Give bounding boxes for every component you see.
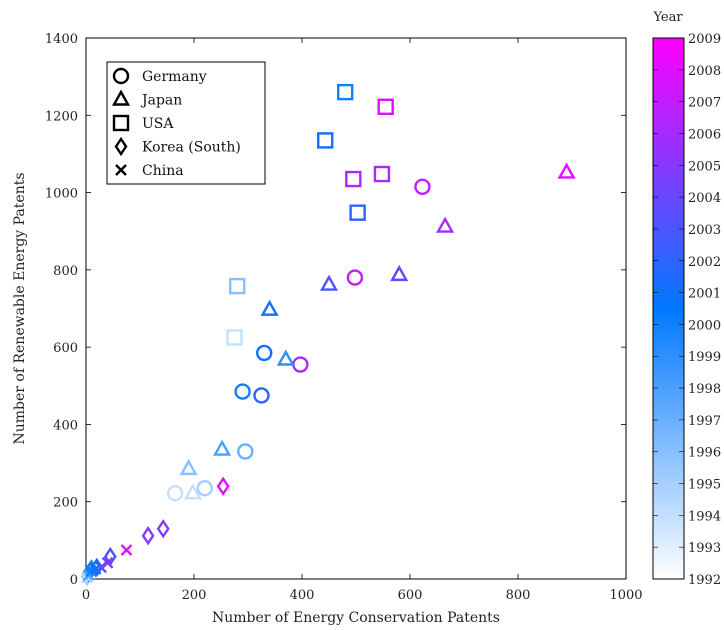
x-tick-label: 800: [506, 588, 531, 603]
colorbar-tick-label: 1993: [688, 541, 721, 556]
data-point: [349, 204, 366, 221]
data-point: [436, 216, 455, 233]
legend-label: Korea (South): [142, 140, 241, 156]
data-point: [228, 277, 246, 295]
y-axis-title: Number of Renewable Energy Patents: [12, 172, 28, 444]
y-tick-label: 800: [53, 264, 78, 279]
data-point: [101, 556, 114, 569]
colorbar-tick-label: 2006: [688, 127, 721, 142]
data-point: [319, 274, 339, 291]
legend-label: Germany: [142, 69, 207, 85]
data-point: [166, 485, 184, 502]
colorbar-title: Year: [652, 10, 683, 25]
colorbar-tick-label: 2004: [688, 191, 721, 206]
data-point: [216, 476, 230, 496]
data-point: [179, 458, 198, 476]
colorbar-tick-label: 1999: [688, 350, 721, 365]
colorbar-tick-label: 2007: [688, 96, 721, 111]
legend: Germany Japan USA Korea (South) China: [106, 61, 266, 185]
data-point: [346, 269, 364, 286]
x-tick-label: 0: [82, 588, 90, 603]
y-tick-label: 1000: [45, 187, 78, 202]
data-point: [253, 387, 270, 404]
legend-marker-circle: [112, 67, 130, 85]
data-point: [390, 264, 409, 282]
data-point: [377, 98, 394, 115]
legend-label: China: [142, 163, 184, 179]
colorbar-tick-label: 2005: [688, 159, 721, 174]
colorbar-tick-label: 1998: [688, 382, 721, 397]
plot-frame: [85, 37, 627, 580]
data-point: [276, 349, 295, 366]
legend-label: Japan: [140, 93, 182, 109]
data-point: [95, 561, 107, 574]
legend-marker-diamond: [114, 136, 128, 157]
colorbar: 1992 1993 1994 1995 1996 1997 1998 1999 2000 2001…: [652, 32, 721, 588]
data-point: [213, 439, 232, 456]
data-point: [414, 178, 431, 195]
colorbar-tick-label: 2000: [688, 318, 721, 333]
series-china: [81, 544, 133, 584]
data-point: [237, 443, 254, 460]
data-point: [292, 356, 309, 373]
y-tick-label: 1400: [45, 32, 78, 47]
data-point: [317, 132, 334, 149]
data-point: [183, 483, 202, 500]
legend-marker-x: [115, 164, 127, 176]
data-point: [373, 165, 391, 183]
colorbar-tick-label: 2002: [688, 255, 721, 270]
data-point: [345, 170, 362, 188]
y-tick-label: 1200: [45, 109, 78, 124]
data-point: [256, 344, 273, 362]
data-point: [120, 544, 133, 556]
y-tick-label: 200: [53, 496, 78, 511]
data-point: [156, 519, 170, 539]
data-point: [337, 83, 354, 101]
colorbar-tick-label: 1996: [688, 446, 721, 461]
x-tick-label: 600: [398, 588, 423, 603]
colorbar-tick-label: 2003: [688, 223, 721, 238]
data-point: [196, 479, 214, 497]
x-tick-label: 400: [290, 588, 315, 603]
data-point: [234, 383, 251, 400]
y-tick-label: 400: [53, 418, 78, 433]
series-germany: [166, 178, 431, 502]
colorbar-tick-label: 2001: [688, 287, 721, 302]
legend-label: USA: [142, 116, 174, 132]
colorbar-gradient: [652, 37, 685, 580]
legend-marker-triangle: [111, 89, 131, 106]
data-point: [557, 162, 576, 179]
colorbar-tick-label: 1995: [688, 478, 721, 493]
x-tick-label: 1000: [609, 588, 642, 603]
data-point: [226, 329, 243, 346]
colorbar-tick-label: 2009: [688, 32, 721, 47]
y-tick-label: 600: [53, 341, 78, 356]
colorbar-tick-label: 2008: [688, 64, 721, 79]
x-tick-label: 200: [182, 588, 207, 603]
colorbar-tick-label: 1992: [688, 573, 721, 588]
data-point: [260, 299, 279, 316]
x-axis-title: Number of Energy Conservation Patents: [212, 610, 500, 626]
colorbar-tick-label: 1997: [688, 414, 721, 429]
colorbar-tick-label: 1994: [688, 509, 721, 524]
legend-marker-square: [112, 114, 130, 132]
legend-box: [106, 61, 266, 185]
data-point: [141, 526, 155, 546]
series-japan: [179, 162, 576, 500]
y-tick-label: 0: [70, 573, 78, 588]
